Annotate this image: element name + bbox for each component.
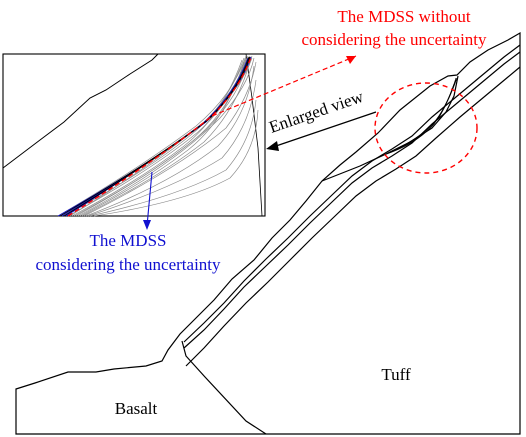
mdss-without-label-line1: The MDSS without	[337, 7, 470, 26]
basalt-label: Basalt	[115, 399, 158, 418]
mdss-without-arrowhead	[346, 56, 356, 64]
inset-right-edge-line	[245, 53, 263, 217]
inset-mdss-without-uncertainty-surface	[67, 56, 252, 217]
tuff-label: Tuff	[381, 365, 411, 384]
mdss-with-label-line1: The MDSS	[90, 231, 167, 250]
mdss-without-pointer	[211, 55, 357, 117]
enlarged-region-circle	[374, 82, 478, 174]
weak-layer-upper-line	[183, 44, 521, 343]
inset-ground-line	[2, 53, 159, 169]
basalt-tuff-boundary	[181, 340, 267, 435]
mdss-without-label-line2: considering the uncertainty	[301, 30, 487, 49]
weak-layer-inner-line	[185, 66, 521, 367]
ground-surface-line	[15, 31, 521, 435]
inset-frame	[2, 53, 266, 217]
mdss-with-pointer	[146, 171, 153, 227]
mdss-with-label-line2: considering the uncertainty	[35, 255, 221, 274]
enlarged-view-arrowhead	[266, 141, 279, 151]
weak-layer-lower-line	[183, 51, 521, 349]
slip-surfaces-main	[383, 77, 458, 156]
enlarged-view-arrow-line	[275, 111, 377, 147]
enlarged-view-label: Enlarged view	[267, 87, 367, 137]
inset-panel	[2, 53, 266, 217]
mdss-with-arrowhead	[143, 220, 151, 230]
